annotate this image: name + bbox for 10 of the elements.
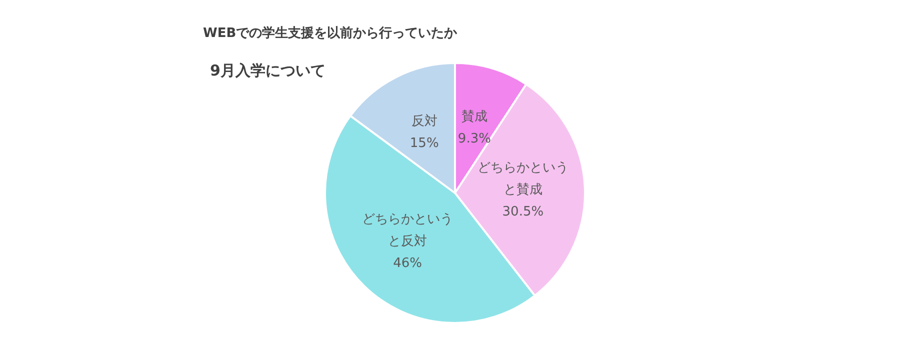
data-label: 46% xyxy=(393,256,422,272)
slice-label: どちらかというと賛成 xyxy=(477,160,568,198)
slice-label: 反対 xyxy=(411,112,438,129)
chart-subtitle: 9月入学について xyxy=(210,62,326,80)
chart-title: WEBでの学生支援を以前から行っていたか xyxy=(203,26,458,41)
slice-label: 賛成 xyxy=(461,109,488,124)
slice-label: どちらかというと反対 xyxy=(362,212,454,250)
data-label: 15% xyxy=(410,136,439,151)
data-label: 9.3% xyxy=(458,131,491,146)
data-label: 30.5% xyxy=(502,204,544,220)
